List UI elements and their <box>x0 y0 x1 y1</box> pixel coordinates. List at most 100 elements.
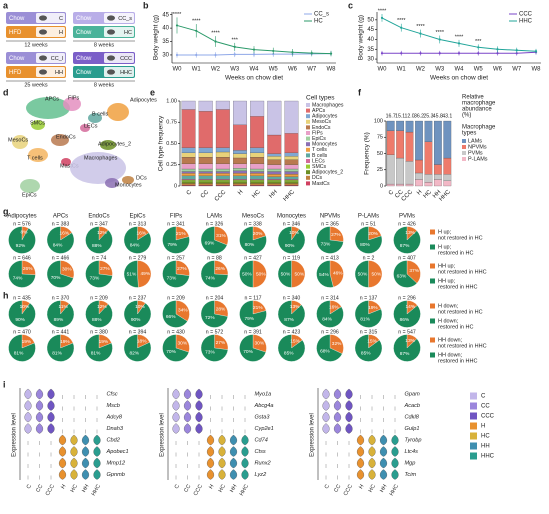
violin <box>345 400 353 411</box>
bar-segment <box>267 168 282 172</box>
legend-swatch <box>306 108 310 113</box>
y-tick-label: 0.25 <box>166 162 177 168</box>
bar-segment <box>284 179 299 182</box>
violin <box>368 469 376 480</box>
point <box>195 29 198 32</box>
pie-slice <box>200 300 228 328</box>
point <box>534 50 538 53</box>
cell-type-header: Adipocytes <box>7 214 36 220</box>
bar-segment <box>181 181 196 184</box>
bar-segment <box>250 175 265 180</box>
legend-title: types <box>462 131 476 137</box>
bar-segment <box>233 181 247 184</box>
violin <box>47 411 55 423</box>
n-label: n = 646 <box>13 255 31 261</box>
diet-label: Chow <box>76 30 92 36</box>
violin <box>368 457 376 469</box>
legend-label: HH <box>481 444 490 450</box>
mouse-icon <box>107 69 115 75</box>
legend-label: Macrophages <box>312 102 344 108</box>
bar-segment <box>424 174 433 183</box>
pie-slice <box>137 260 152 288</box>
y-tick-label: 45 <box>367 27 374 33</box>
pie-slice <box>200 226 228 254</box>
violin <box>356 469 365 480</box>
bar-segment <box>198 185 213 187</box>
bar-segment <box>396 120 405 131</box>
legend-title: Cell types <box>306 95 335 102</box>
cluster-label: EndoCs <box>56 134 76 140</box>
panel-letter: c <box>348 0 353 10</box>
bar-segment <box>267 176 282 180</box>
n-label: n = 51 <box>361 221 376 227</box>
gene-label: Gpam <box>405 391 421 397</box>
pie-label: 89% <box>54 317 64 323</box>
abundance-label: 45.8 <box>433 113 443 119</box>
abundance-label: 43.1 <box>442 113 452 119</box>
n-label: n = 338 <box>244 221 262 227</box>
y-tick-label: 0 <box>174 183 177 189</box>
x-tick-label: HC <box>218 484 227 494</box>
cluster <box>107 103 129 121</box>
pie-slice <box>46 226 75 254</box>
bar-segment <box>415 179 423 187</box>
x-tick-label: HH <box>379 484 388 494</box>
bar-segment <box>267 134 282 154</box>
x-tick-label: H <box>416 189 423 196</box>
gene-label: Gulp1 <box>405 426 420 432</box>
pie-label: 50% <box>281 271 291 277</box>
x-tick-label: CCC <box>343 484 354 497</box>
cluster-label: MesoCs <box>8 137 28 143</box>
group-label: HC <box>124 30 132 36</box>
bar-segment <box>215 175 230 180</box>
duration: 8 weeks <box>94 42 114 48</box>
pie-label: 46% <box>333 270 343 276</box>
cluster-label: LECs <box>84 123 98 129</box>
pie-slice <box>354 260 369 288</box>
abundance-label: 25.3 <box>423 113 433 119</box>
bar-segment <box>233 163 247 169</box>
legend-swatch <box>462 145 466 149</box>
legend-swatch <box>430 229 435 235</box>
violin <box>70 469 78 480</box>
n-label: n = 326 <box>206 221 224 227</box>
gene-label: Dnah3 <box>107 426 124 432</box>
violin <box>35 423 44 434</box>
pie-label: 81% <box>360 316 370 322</box>
bar-segment <box>250 173 265 176</box>
bar-segment <box>215 179 230 182</box>
pie-label: 79% <box>167 242 177 248</box>
bar-segment <box>267 174 282 177</box>
bar-segment <box>250 163 265 170</box>
pie-slice <box>393 334 421 362</box>
pie-slice <box>354 334 383 362</box>
bar-segment <box>415 159 423 174</box>
pie-slice <box>239 334 267 362</box>
pie-label: 81% <box>52 350 62 356</box>
bar-segment <box>267 171 282 175</box>
cluster <box>122 176 134 184</box>
legend-swatch <box>306 142 310 147</box>
bar-segment <box>267 179 282 182</box>
pie-label: 80% <box>360 242 370 248</box>
point <box>477 52 480 55</box>
cluster-label: MastCs <box>60 163 79 169</box>
bar-segment <box>181 168 196 172</box>
x-tick-label: CCC <box>193 484 204 497</box>
violin <box>241 457 249 469</box>
abundance-label: 16.7 <box>386 113 396 119</box>
n-label: n = 470 <box>13 329 31 335</box>
x-tick-label: W0 <box>173 67 183 73</box>
bar-segment <box>405 161 414 185</box>
duration: 25 weeks <box>24 82 47 88</box>
x-tick-label: W7 <box>307 67 317 73</box>
pie-slice <box>354 226 383 254</box>
bar-segment <box>405 120 414 133</box>
violin <box>379 469 388 480</box>
n-label: n = 279 <box>129 255 147 261</box>
pie-label: 16% <box>329 304 339 310</box>
bar-segment <box>198 100 213 112</box>
violin <box>333 423 342 434</box>
y-axis-title: Body weight (g) <box>153 15 160 60</box>
y-tick-label: 35 <box>162 39 169 45</box>
